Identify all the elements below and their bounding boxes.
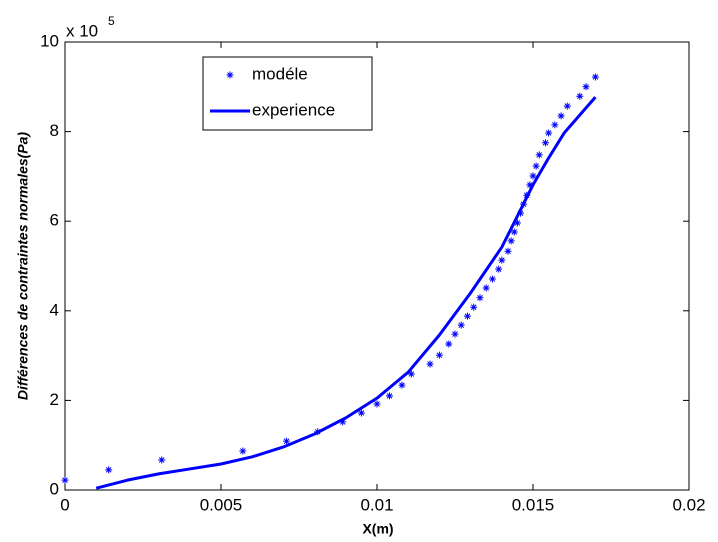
- data-point: [582, 83, 590, 91]
- y-tick-label: 4: [50, 300, 59, 319]
- data-point: [532, 162, 540, 170]
- data-point: [463, 312, 471, 320]
- y-tick-label: 0: [50, 479, 59, 498]
- data-point: [457, 321, 465, 329]
- y-axis-label: Différences de contraintes normales(Pa): [15, 132, 31, 401]
- y-multiplier: x 10: [66, 21, 98, 40]
- x-tick-label: 0.015: [512, 495, 555, 514]
- x-tick-label: 0: [60, 495, 69, 514]
- data-point: [495, 265, 503, 273]
- plot-frame: [64, 41, 690, 491]
- data-point: [283, 437, 291, 445]
- data-point: [105, 466, 113, 474]
- data-point: [476, 294, 484, 302]
- y-tick-label: 10: [40, 31, 59, 50]
- x-tick-label: 0.02: [672, 495, 705, 514]
- data-point: [426, 360, 434, 368]
- data-point: [339, 418, 347, 426]
- legend-marker: [226, 71, 234, 79]
- data-point: [526, 181, 534, 189]
- data-point: [451, 330, 459, 338]
- data-point: [591, 73, 599, 81]
- data-point: [535, 151, 543, 159]
- y-tick-label: 2: [50, 390, 59, 409]
- data-point: [61, 476, 69, 484]
- data-point: [510, 228, 518, 236]
- legend-label: modéle: [252, 64, 308, 83]
- data-point: [551, 121, 559, 129]
- data-point: [557, 112, 565, 120]
- data-point: [498, 256, 506, 264]
- legend-box: [202, 56, 373, 131]
- x-tick-label: 0.005: [200, 495, 243, 514]
- data-point: [239, 447, 247, 455]
- y-multiplier-exponent: 5: [108, 14, 115, 28]
- legend-label: experience: [252, 100, 335, 119]
- data-point: [158, 456, 166, 464]
- data-point: [407, 370, 415, 378]
- data-point: [357, 409, 365, 417]
- data-point: [545, 129, 553, 137]
- y-tick-label: 6: [50, 211, 59, 230]
- data-point: [398, 381, 406, 389]
- data-point: [488, 275, 496, 283]
- data-point: [385, 392, 393, 400]
- data-point: [482, 284, 490, 292]
- data-point: [541, 139, 549, 147]
- x-tick-label: 0.01: [360, 495, 393, 514]
- data-point: [507, 237, 515, 245]
- data-point: [470, 303, 478, 311]
- data-point: [563, 102, 571, 110]
- data-point: [576, 92, 584, 100]
- data-point: [504, 247, 512, 255]
- x-axis-label: X(m): [362, 521, 393, 537]
- data-point: [513, 219, 521, 227]
- data-point: [445, 340, 453, 348]
- y-tick-label: 8: [50, 121, 59, 140]
- data-line: [95, 96, 597, 490]
- data-point: [373, 400, 381, 408]
- data-point: [529, 172, 537, 180]
- data-point: [435, 351, 443, 359]
